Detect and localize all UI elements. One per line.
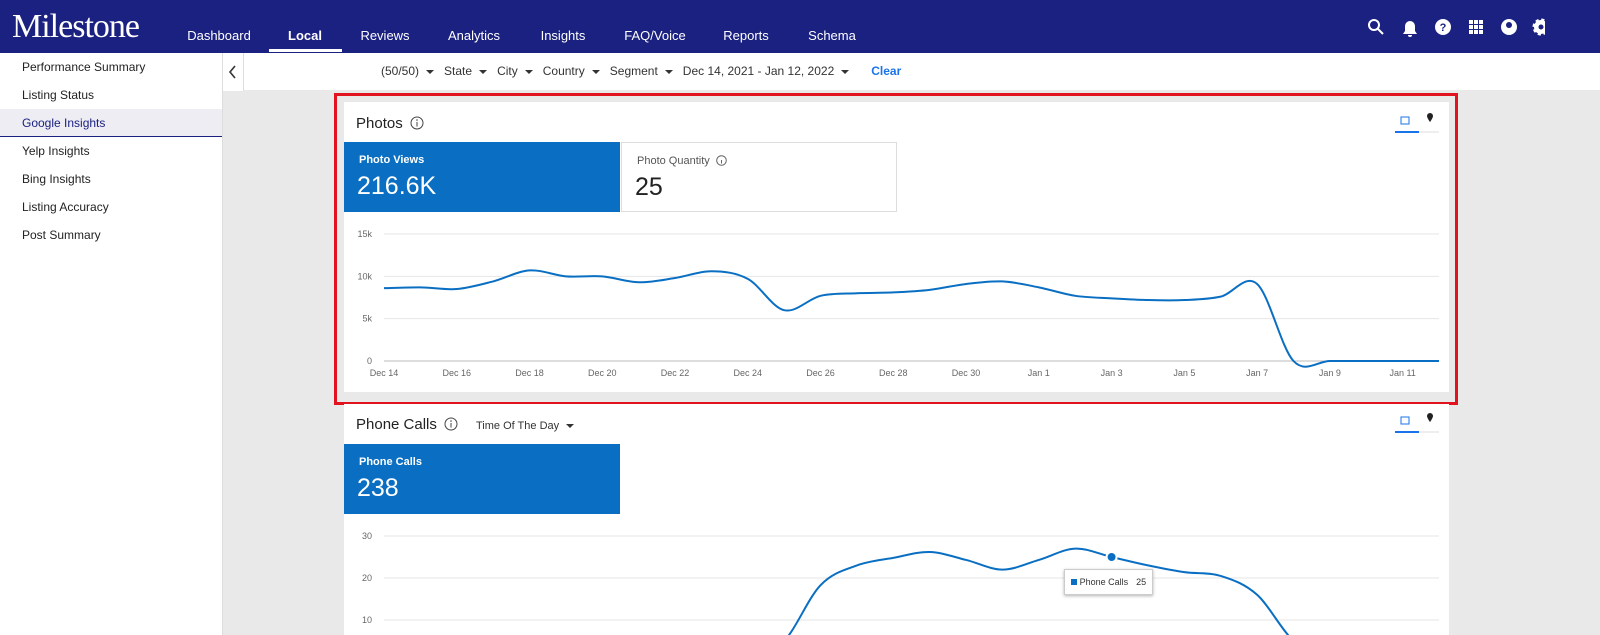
y-tick-label: 20 [362, 573, 372, 583]
active-tab-indicator [269, 49, 342, 52]
x-tick-label: Jan 1 [1028, 368, 1050, 378]
panel-title: Photos [356, 115, 424, 132]
view-toggle[interactable] [1394, 412, 1444, 434]
x-tick-label: Dec 18 [515, 368, 544, 378]
filter-dropdown[interactable]: State [444, 64, 487, 78]
nav-tab[interactable]: FAQ/Voice [624, 28, 686, 43]
x-tick-label: Dec 14 [370, 368, 399, 378]
nav-tab[interactable]: Local [288, 28, 322, 43]
panel-title-text: Photos [356, 115, 403, 132]
settings-icon[interactable] [1532, 18, 1545, 36]
sidebar-item[interactable]: Google Insights [0, 109, 222, 137]
kpi-label: Phone Calls [359, 456, 422, 468]
x-tick-label: Dec 26 [806, 368, 835, 378]
y-tick-label: 10k [357, 271, 372, 281]
logo[interactable]: Milestone [12, 8, 140, 45]
sidebar-item[interactable]: Bing Insights [22, 172, 91, 186]
x-tick-label: Jan 9 [1319, 368, 1341, 378]
highlight-box [334, 93, 1458, 405]
x-tick-label: Jan 7 [1246, 368, 1268, 378]
hover-point [1105, 551, 1118, 563]
line-series [383, 269, 1439, 368]
panel-title: Phone Calls [356, 416, 458, 433]
help-icon[interactable] [1435, 19, 1451, 35]
nav-tab[interactable]: Insights [540, 28, 586, 43]
sidebar-item[interactable]: Post Summary [22, 228, 101, 242]
filter-dropdown[interactable]: (50/50) [381, 64, 434, 78]
x-tick-label: Jan 5 [1173, 368, 1195, 378]
filter-dropdown[interactable]: Country [543, 64, 600, 78]
kpi-value: 238 [357, 474, 399, 502]
x-tick-label: Dec 22 [661, 368, 690, 378]
x-tick-label: Dec 28 [879, 368, 908, 378]
nav-tab[interactable]: Schema [808, 28, 856, 43]
search-icon[interactable] [1368, 19, 1384, 35]
kpi-value: 25 [635, 173, 663, 201]
filter-bar: (50/50) State City Country Segment Dec 14, 20… [244, 53, 1600, 90]
y-tick-label: 15k [357, 229, 372, 239]
x-tick-label: Jan 3 [1101, 368, 1123, 378]
top-nav: Milestone ? Dashboard Local Reviews Analyti… [0, 0, 1600, 53]
nav-tab[interactable]: Analytics [447, 28, 501, 43]
x-tick-label: Jan 11 [1389, 368, 1415, 378]
kpi-card[interactable]: Photo Views 216.6K [344, 142, 620, 212]
sidebar-item[interactable]: Listing Accuracy [22, 200, 109, 214]
x-tick-label: Dec 24 [734, 368, 763, 378]
phone-calls-panel: Phone Calls Time Of The Day Phone Calls 2… [344, 404, 1449, 635]
kpi-card[interactable]: Photo Quantity 25 [621, 142, 897, 212]
nav-tab[interactable]: Reviews [360, 28, 410, 43]
kpi-card[interactable]: Phone Calls 238 [344, 444, 620, 514]
y-tick-label: 5k [362, 314, 372, 324]
panel-title-text: Phone Calls [356, 416, 437, 433]
tooltip-swatch [1070, 579, 1077, 585]
kpi-label: Photo Quantity [637, 155, 727, 167]
time-dropdown[interactable]: Time Of The Day [476, 420, 574, 432]
y-tick-label: 30 [362, 531, 372, 541]
x-tick-label: Dec 20 [588, 368, 617, 378]
nav-tab[interactable]: Reports [723, 28, 769, 43]
toolbar-icons: ? [1368, 18, 1545, 37]
sidebar-item[interactable]: Yelp Insights [22, 144, 90, 158]
bell-icon[interactable] [1403, 21, 1417, 37]
tooltip: Phone Calls 25 [1063, 569, 1154, 595]
y-tick-label: 10 [362, 615, 372, 625]
filter-dropdown[interactable]: City [497, 64, 533, 78]
kpi-value: 216.6K [357, 172, 437, 200]
collapse-button[interactable] [223, 53, 244, 91]
apps-icon[interactable] [1469, 20, 1483, 34]
line-series [787, 547, 1290, 635]
x-tick-label: Dec 16 [442, 368, 471, 378]
x-tick-label: Dec 30 [952, 368, 981, 378]
line-chart: 0 5k 10k 15k Dec 14 Dec 16 Dec 18 Dec 20 Dec 22 D… [357, 229, 1439, 378]
line-chart: 10 20 30 [362, 531, 1439, 635]
sidebar-item[interactable]: Performance Summary [22, 60, 146, 74]
nav-tab[interactable]: Dashboard [187, 28, 251, 43]
filter-dropdown[interactable]: Segment [610, 64, 673, 78]
filter-dropdown[interactable]: Dec 14, 2021 - Jan 12, 2022 [683, 64, 849, 78]
view-toggle[interactable] [1394, 112, 1444, 134]
kpi-label: Photo Views [359, 154, 425, 166]
photos-panel: Photos Photo Views 216.6K Photo Quantity 25… [344, 102, 1449, 392]
info-icon [715, 155, 727, 167]
sidebar: Performance Summary Listing Status Google … [0, 53, 223, 635]
clear-button[interactable]: Clear [871, 64, 902, 78]
tooltip-value: 25 [1136, 577, 1147, 587]
y-tick-label: 0 [367, 356, 372, 366]
tooltip-name: Phone Calls [1079, 577, 1129, 587]
svg-text:?: ? [1440, 22, 1447, 34]
sidebar-item[interactable]: Listing Status [22, 88, 95, 102]
